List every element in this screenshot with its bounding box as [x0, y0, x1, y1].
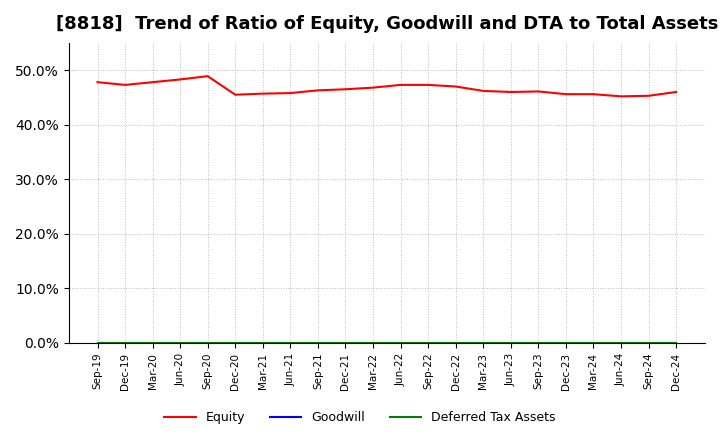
Equity	[396, 82, 405, 88]
Deferred Tax Assets	[258, 340, 267, 345]
Deferred Tax Assets	[506, 340, 515, 345]
Deferred Tax Assets	[396, 340, 405, 345]
Goodwill	[616, 340, 625, 345]
Goodwill	[121, 340, 130, 345]
Equity	[148, 80, 157, 85]
Goodwill	[534, 340, 543, 345]
Goodwill	[672, 340, 680, 345]
Deferred Tax Assets	[369, 340, 377, 345]
Title: [8818]  Trend of Ratio of Equity, Goodwill and DTA to Total Assets: [8818] Trend of Ratio of Equity, Goodwil…	[55, 15, 718, 33]
Equity	[534, 89, 543, 94]
Equity	[341, 87, 350, 92]
Deferred Tax Assets	[451, 340, 460, 345]
Deferred Tax Assets	[562, 340, 570, 345]
Deferred Tax Assets	[121, 340, 130, 345]
Deferred Tax Assets	[534, 340, 543, 345]
Deferred Tax Assets	[148, 340, 157, 345]
Goodwill	[314, 340, 323, 345]
Goodwill	[644, 340, 653, 345]
Deferred Tax Assets	[424, 340, 433, 345]
Goodwill	[451, 340, 460, 345]
Goodwill	[562, 340, 570, 345]
Equity	[451, 84, 460, 89]
Goodwill	[479, 340, 487, 345]
Goodwill	[176, 340, 184, 345]
Goodwill	[506, 340, 515, 345]
Deferred Tax Assets	[616, 340, 625, 345]
Deferred Tax Assets	[644, 340, 653, 345]
Deferred Tax Assets	[204, 340, 212, 345]
Equity	[93, 80, 102, 85]
Legend: Equity, Goodwill, Deferred Tax Assets: Equity, Goodwill, Deferred Tax Assets	[159, 407, 561, 429]
Deferred Tax Assets	[341, 340, 350, 345]
Goodwill	[204, 340, 212, 345]
Goodwill	[396, 340, 405, 345]
Equity	[204, 73, 212, 79]
Equity	[424, 82, 433, 88]
Line: Equity: Equity	[97, 76, 676, 96]
Goodwill	[589, 340, 598, 345]
Equity	[562, 92, 570, 97]
Deferred Tax Assets	[176, 340, 184, 345]
Goodwill	[369, 340, 377, 345]
Equity	[121, 82, 130, 88]
Deferred Tax Assets	[479, 340, 487, 345]
Goodwill	[93, 340, 102, 345]
Equity	[258, 91, 267, 96]
Equity	[506, 89, 515, 95]
Equity	[369, 85, 377, 90]
Equity	[616, 94, 625, 99]
Equity	[314, 88, 323, 93]
Goodwill	[286, 340, 294, 345]
Deferred Tax Assets	[231, 340, 240, 345]
Deferred Tax Assets	[93, 340, 102, 345]
Equity	[286, 91, 294, 96]
Goodwill	[231, 340, 240, 345]
Equity	[589, 92, 598, 97]
Goodwill	[341, 340, 350, 345]
Deferred Tax Assets	[672, 340, 680, 345]
Equity	[176, 77, 184, 82]
Goodwill	[148, 340, 157, 345]
Deferred Tax Assets	[589, 340, 598, 345]
Equity	[479, 88, 487, 94]
Goodwill	[258, 340, 267, 345]
Deferred Tax Assets	[286, 340, 294, 345]
Goodwill	[424, 340, 433, 345]
Equity	[644, 93, 653, 99]
Equity	[231, 92, 240, 97]
Equity	[672, 89, 680, 95]
Deferred Tax Assets	[314, 340, 323, 345]
